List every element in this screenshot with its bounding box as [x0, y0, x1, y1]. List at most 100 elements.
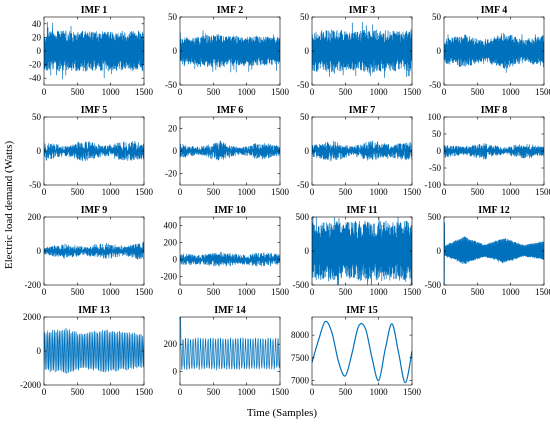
x-tick-label: 1500: [271, 87, 290, 97]
x-tick-label: 1500: [271, 187, 290, 197]
y-tick-label: 20: [32, 32, 42, 42]
panel-title: IMF 5: [81, 105, 108, 116]
y-tick-label: -100: [425, 180, 442, 190]
x-tick-label: 1000: [102, 287, 121, 297]
y-tick-label: -50: [29, 180, 41, 190]
x-tick-label: 0: [442, 87, 447, 97]
x-tick-label: 0: [178, 387, 183, 397]
y-tick-label: -20: [29, 60, 41, 70]
y-tick-label: 0: [437, 146, 442, 156]
x-tick-label: 0: [42, 387, 47, 397]
x-tick-label: 0: [42, 187, 47, 197]
x-tick-label: 1000: [502, 87, 521, 97]
x-tick-label: 1000: [238, 387, 257, 397]
x-tick-label: 1000: [102, 87, 121, 97]
y-tick-label: 8000: [291, 330, 310, 340]
x-tick-label: 1500: [135, 387, 154, 397]
y-tick-label: 40: [32, 19, 42, 29]
x-tick-label: 500: [339, 287, 353, 297]
x-tick-label: 1000: [370, 187, 389, 197]
y-tick-label: 0: [305, 146, 310, 156]
imf-panel: IMF 8 0 500 1000 1500 -100 -50 0 50 100: [425, 105, 550, 197]
signal-line: [44, 327, 144, 374]
panel-title: IMF 7: [349, 105, 376, 116]
panel-title: IMF 15: [346, 305, 378, 316]
signal-line: [444, 143, 544, 160]
panel-title: IMF 14: [214, 305, 246, 316]
panel-title: IMF 2: [217, 5, 244, 16]
x-tick-label: 1500: [271, 387, 290, 397]
y-tick-label: 200: [28, 212, 42, 222]
x-tick-label: 500: [339, 387, 353, 397]
y-tick-label: 0: [173, 366, 178, 376]
x-tick-label: 1500: [535, 187, 550, 197]
x-tick-label: 500: [71, 287, 85, 297]
x-tick-label: 0: [442, 187, 447, 197]
x-tick-label: 1500: [535, 87, 550, 97]
x-tick-label: 500: [339, 87, 353, 97]
signal-line: [180, 251, 280, 267]
y-tick-label: 50: [300, 112, 310, 122]
x-tick-label: 500: [207, 87, 221, 97]
y-tick-label: -50: [429, 80, 441, 90]
panel-title: IMF 8: [481, 105, 508, 116]
panel-title: IMF 1: [81, 5, 108, 16]
y-tick-label: 200: [164, 339, 178, 349]
y-tick-label: -2000: [20, 380, 41, 390]
x-tick-label: 1500: [403, 387, 422, 397]
x-tick-label: 1500: [135, 187, 154, 197]
x-tick-label: 500: [207, 187, 221, 197]
signal-line: [444, 32, 544, 73]
y-tick-label: 50: [432, 129, 442, 139]
signal-line: [180, 317, 280, 371]
x-tick-label: 500: [71, 387, 85, 397]
panel-title: IMF 10: [214, 205, 246, 216]
x-tick-label: 0: [310, 287, 315, 297]
y-tick-label: 50: [432, 12, 442, 22]
signal-line: [180, 140, 280, 161]
x-tick-label: 1500: [403, 187, 422, 197]
x-tick-label: 0: [310, 87, 315, 97]
x-tick-label: 1500: [535, 287, 550, 297]
signal-line: [312, 22, 412, 78]
imf-panel: IMF 15 0 500 1000 1500 7000 7500 8000: [291, 305, 422, 397]
panel-title: IMF 11: [346, 205, 377, 216]
y-tick-label: 0: [37, 346, 42, 356]
x-tick-label: 0: [178, 87, 183, 97]
x-tick-label: 1500: [403, 87, 422, 97]
y-tick-label: -50: [297, 80, 309, 90]
x-tick-label: 1000: [238, 287, 257, 297]
signal-line: [312, 140, 412, 162]
x-tick-label: 500: [71, 87, 85, 97]
y-tick-label: 100: [428, 112, 442, 122]
x-tick-label: 1000: [102, 187, 121, 197]
x-tick-label: 1000: [370, 87, 389, 97]
signal-line: [44, 241, 144, 260]
axes-box: [179, 216, 281, 286]
y-tick-label: -50: [429, 163, 441, 173]
x-tick-label: 500: [207, 387, 221, 397]
x-tick-label: 500: [471, 187, 485, 197]
panel-title: IMF 13: [78, 305, 110, 316]
axes-box: [179, 316, 281, 386]
y-tick-label: -40: [29, 73, 41, 83]
figure-xlabel: Time (Samples): [247, 407, 318, 419]
y-tick-label: 7000: [291, 375, 310, 385]
axes-box: [311, 316, 413, 386]
y-tick-label: -20: [165, 169, 177, 179]
x-tick-label: 0: [442, 287, 447, 297]
y-tick-label: 0: [37, 146, 42, 156]
panel-title: IMF 6: [217, 105, 244, 116]
y-tick-label: 0: [305, 246, 310, 256]
x-tick-label: 1500: [403, 287, 422, 297]
signal-line: [180, 30, 280, 73]
